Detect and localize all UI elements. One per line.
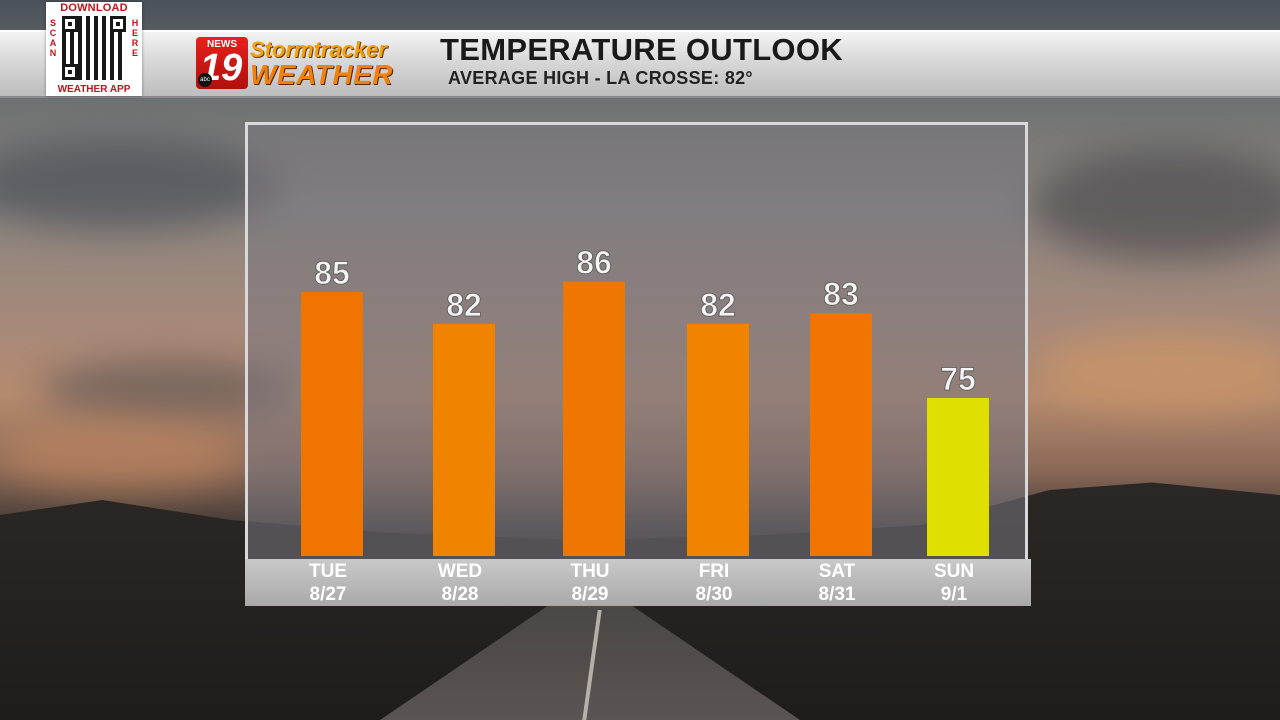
station-logo: NEWS 19 abc Stormtracker WEATHER [196,35,432,91]
logo-stormtracker-text: Stormtracker [250,37,387,62]
cloud [1040,330,1280,410]
bar-sun [927,398,989,556]
value-label: 83 [823,276,859,312]
day-label: FRI [699,561,730,582]
value-label: 75 [940,361,976,397]
qr-code-icon [62,16,126,80]
date-label: 8/29 [572,584,609,605]
bar-wed [433,323,495,556]
day-label: SAT [819,561,856,582]
news19-badge: NEWS 19 abc [196,37,248,89]
qr-finder-icon [62,16,78,32]
date-label: 8/30 [696,584,733,605]
date-label: 8/31 [819,584,856,605]
value-label: 85 [314,255,350,291]
bar-thu [563,281,625,556]
qr-weather-app-label: WEATHER APP [57,84,131,95]
date-label: 9/1 [941,584,968,605]
qr-finder-icon [110,16,126,32]
bar-sat [810,313,872,556]
date-label: 8/28 [442,584,479,605]
page-title: TEMPERATURE OUTLOOK [440,32,843,67]
qr-finder-icon [62,64,78,80]
bar-fri [687,323,749,556]
page-subtitle: AVERAGE HIGH - LA CROSSE: 82° [448,68,753,88]
day-label: WED [438,561,482,582]
cloud [0,140,280,230]
day-label: SUN [934,561,974,582]
day-label: THU [570,561,609,582]
logo-news-text: NEWS [207,39,237,50]
abc-icon: abc [198,73,212,87]
bar-tue [301,292,363,556]
day-label-strip [245,559,1031,606]
qr-download-label: DOWNLOAD [60,2,128,14]
cloud [0,420,240,490]
cloud [1030,150,1280,260]
logo-weather-text: WEATHER [250,59,393,90]
value-label: 82 [446,287,482,323]
value-label: 82 [700,287,736,323]
day-label: TUE [309,561,347,582]
date-label: 8/27 [310,584,347,605]
value-label: 86 [576,244,612,280]
